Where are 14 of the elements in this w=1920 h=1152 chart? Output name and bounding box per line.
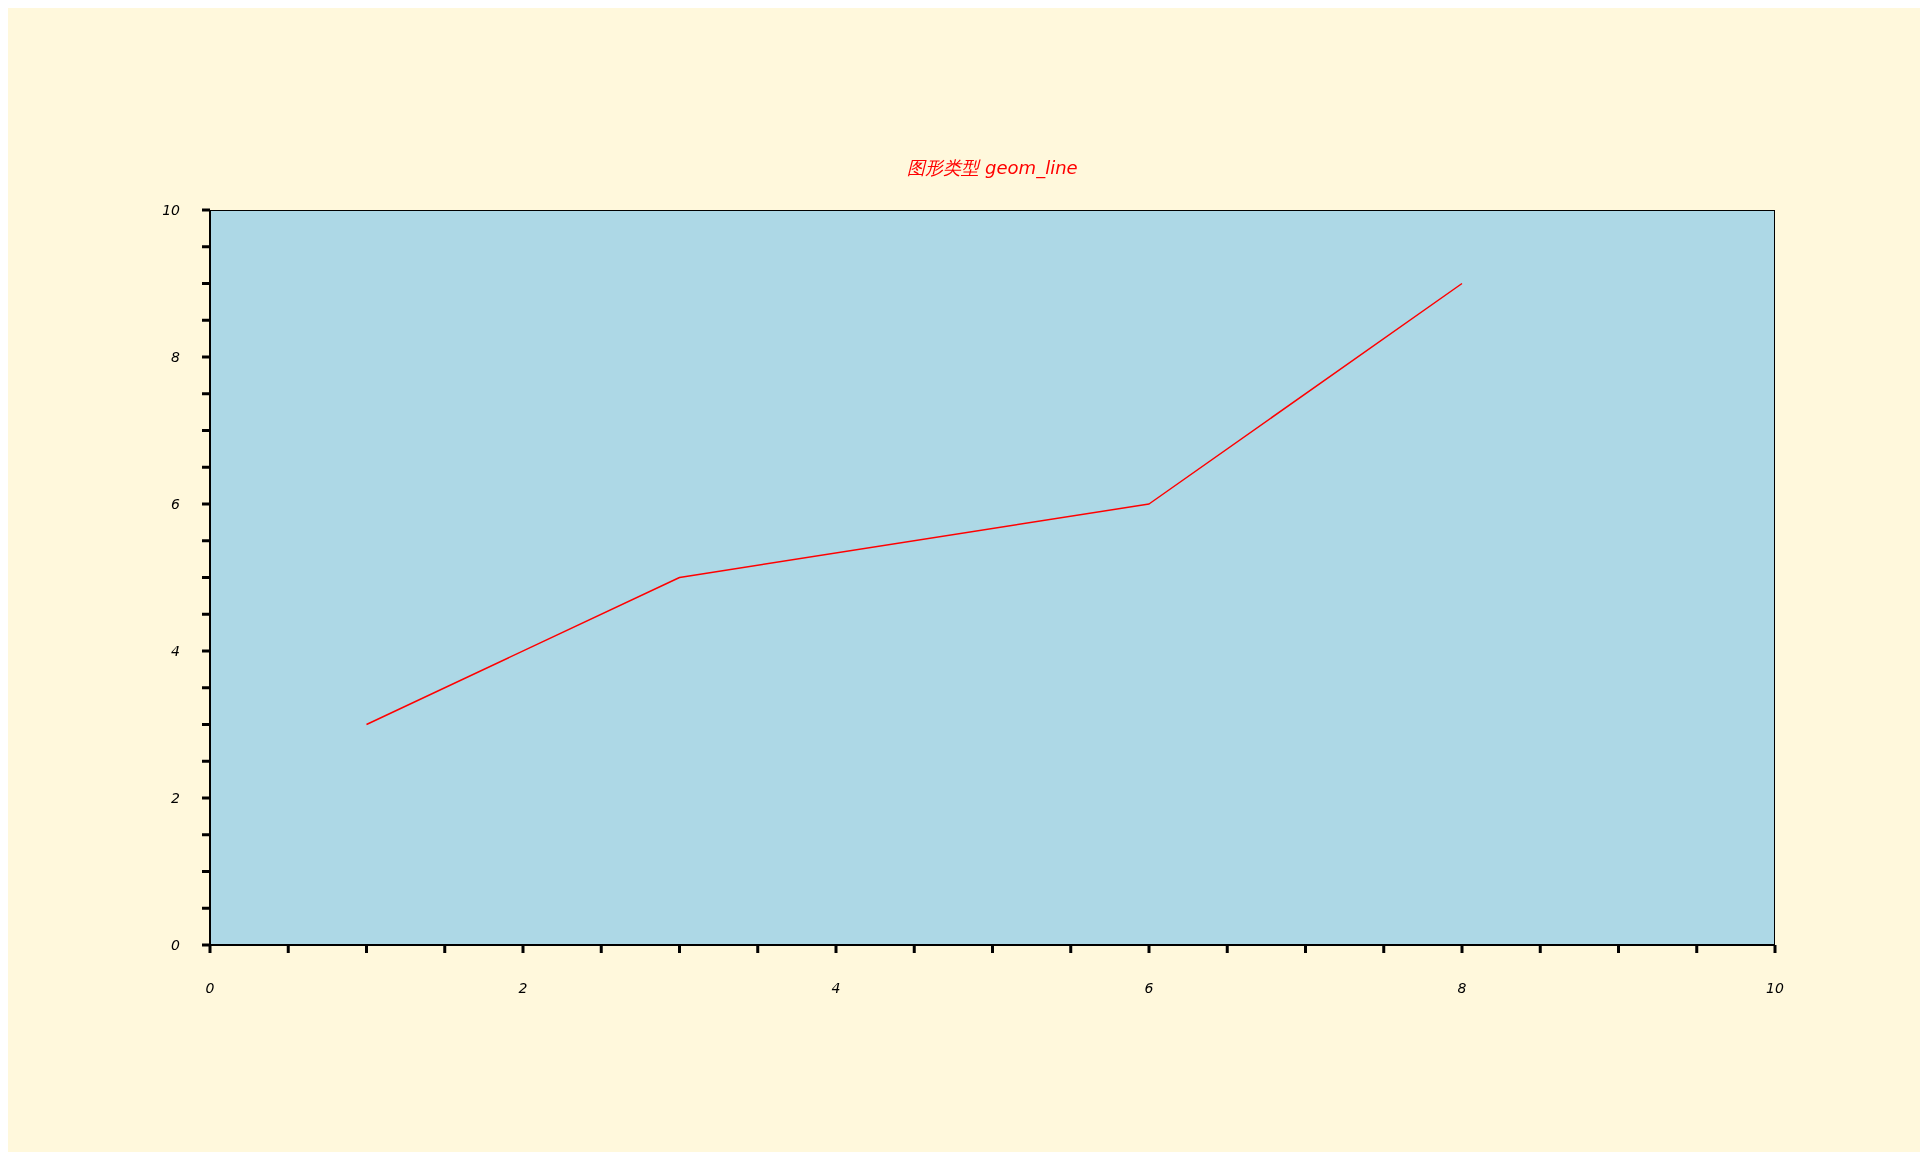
x-tick-label: 2	[518, 979, 528, 996]
y-tick-label: 8	[171, 348, 181, 365]
x-tick-label: 8	[1457, 979, 1467, 996]
x-tick-label: 4	[831, 979, 841, 996]
y-tick-label: 2	[171, 789, 181, 806]
x-tick-label: 10	[1766, 979, 1784, 996]
y-tick-label: 6	[171, 495, 181, 512]
x-tick-label: 6	[1144, 979, 1154, 996]
line-series	[365, 282, 1463, 726]
y-tick-label: 0	[171, 936, 181, 953]
x-tick-label: 0	[205, 979, 215, 996]
y-tick-label: 10	[162, 201, 181, 218]
chart-title: 图形类型 geom_line	[906, 156, 1079, 180]
y-tick-label: 4	[171, 642, 180, 659]
